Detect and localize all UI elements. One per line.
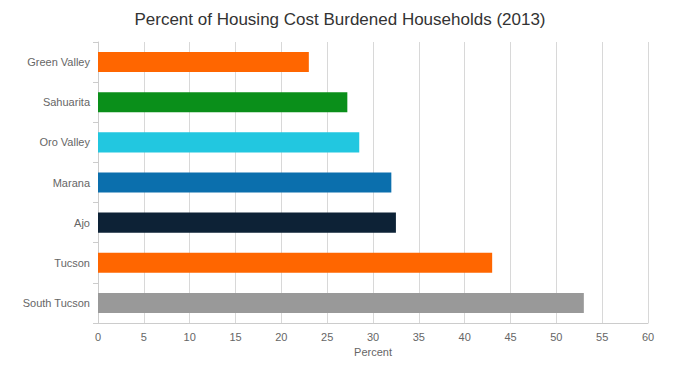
svg-text:0: 0 [95, 331, 101, 343]
svg-text:5: 5 [141, 331, 147, 343]
svg-text:25: 25 [321, 331, 333, 343]
svg-text:South Tucson: South Tucson [23, 297, 90, 309]
svg-text:10: 10 [184, 331, 196, 343]
svg-text:Oro Valley: Oro Valley [39, 136, 90, 148]
svg-text:45: 45 [504, 331, 516, 343]
svg-text:Percent: Percent [354, 346, 392, 358]
svg-text:60: 60 [642, 331, 654, 343]
svg-text:30: 30 [367, 331, 379, 343]
svg-text:40: 40 [459, 331, 471, 343]
svg-text:Marana: Marana [53, 177, 91, 189]
svg-text:Sahuarita: Sahuarita [43, 96, 91, 108]
svg-text:55: 55 [596, 331, 608, 343]
svg-text:50: 50 [550, 331, 562, 343]
svg-text:Green Valley: Green Valley [27, 56, 90, 68]
svg-text:35: 35 [413, 331, 425, 343]
svg-text:20: 20 [275, 331, 287, 343]
svg-text:15: 15 [229, 331, 241, 343]
svg-text:Tucson: Tucson [54, 257, 90, 269]
svg-text:Percent of Housing Cost Burden: Percent of Housing Cost Burdened Househo… [134, 10, 545, 29]
svg-text:Ajo: Ajo [74, 217, 90, 229]
